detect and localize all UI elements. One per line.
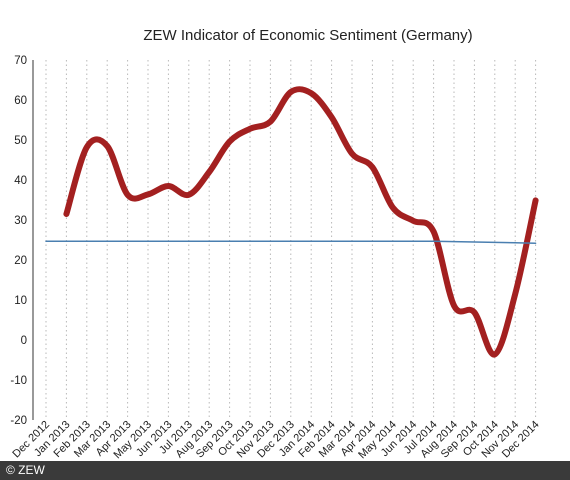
- grid-layer: [45, 60, 537, 420]
- y-tick-label: 0: [21, 335, 27, 347]
- copyright-bar: © ZEW: [0, 461, 570, 480]
- y-tick-label: 60: [14, 95, 27, 107]
- average-line: [45, 240, 537, 244]
- y-tick-label: 30: [14, 215, 27, 227]
- y-tick-label: -20: [10, 415, 27, 427]
- copyright-text: © ZEW: [6, 463, 45, 477]
- y-tick-labels: -20 -10 0 10 20 30 40 50 60 70: [10, 55, 27, 427]
- y-tick-label: 10: [14, 295, 27, 307]
- y-tick-label: -10: [10, 375, 27, 387]
- y-tick-label: 70: [14, 55, 27, 67]
- series-layer: [45, 86, 539, 358]
- chart-title: ZEW Indicator of Economic Sentiment (Ger…: [143, 27, 472, 44]
- y-tick-label: 20: [14, 255, 27, 267]
- sentiment-line: [63, 86, 539, 358]
- y-tick-label: 50: [14, 135, 27, 147]
- y-tick-label: 40: [14, 175, 27, 187]
